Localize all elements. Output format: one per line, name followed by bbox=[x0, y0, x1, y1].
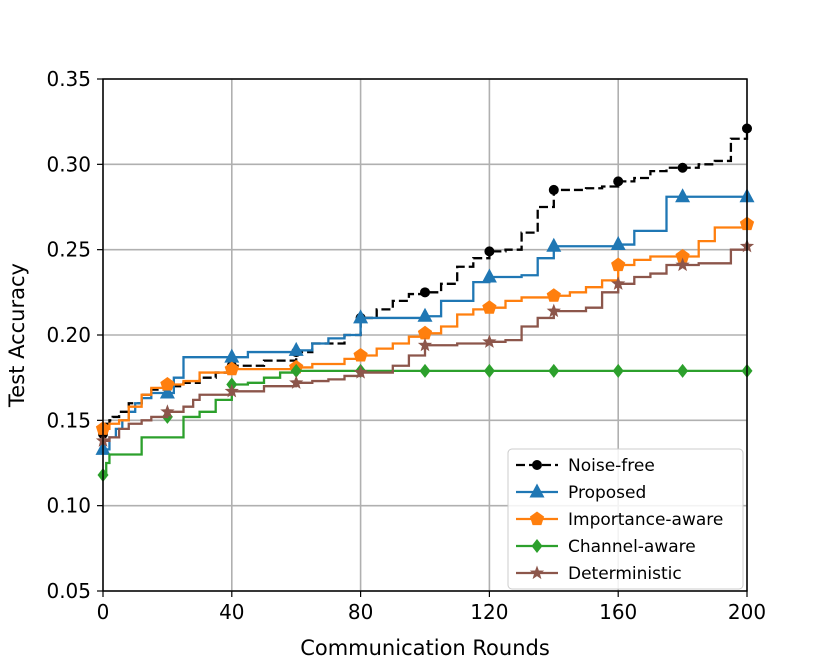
y-tick-label: 0.30 bbox=[46, 152, 91, 176]
legend-item-proposed: Proposed bbox=[516, 483, 646, 503]
data-point-importance-aware bbox=[353, 347, 368, 362]
data-point-noise-free bbox=[677, 162, 688, 173]
data-point-importance-aware bbox=[482, 300, 497, 314]
series-line-noise-free bbox=[103, 128, 749, 436]
x-axis-label: Communication Rounds bbox=[300, 636, 550, 660]
legend-marker-noise-free bbox=[532, 460, 542, 470]
legend-label-proposed: Proposed bbox=[568, 483, 646, 503]
legend-item-importance-aware: Importance-aware bbox=[516, 510, 723, 530]
data-point-noise-free bbox=[548, 184, 559, 195]
x-tick-label: 120 bbox=[470, 600, 508, 624]
x-tick-label: 80 bbox=[348, 600, 373, 624]
legend-box bbox=[507, 448, 744, 590]
data-point-deterministic bbox=[482, 334, 497, 348]
legend-item-noise-free: Noise-free bbox=[516, 456, 655, 476]
series-proposed bbox=[95, 188, 755, 455]
series-noise-free bbox=[98, 123, 752, 439]
data-point-proposed bbox=[224, 348, 240, 363]
axis-ticks: 0 40 80 120 160 200 0.05 0.10 0.15 0.20 0.25 0.30 0.… bbox=[46, 67, 766, 624]
data-point-importance-aware bbox=[417, 325, 433, 340]
y-tick-label: 0.10 bbox=[46, 494, 91, 518]
data-point-deterministic bbox=[353, 365, 368, 379]
data-point-proposed bbox=[610, 236, 626, 251]
legend-label-channel-aware: Channel-aware bbox=[568, 537, 696, 557]
y-axis-label: Test Accuracy bbox=[5, 263, 29, 408]
legend-label-deterministic: Deterministic bbox=[568, 564, 682, 584]
y-tick-label: 0.15 bbox=[46, 408, 91, 432]
data-point-noise-free bbox=[420, 287, 430, 298]
y-tick-label: 0.25 bbox=[46, 238, 91, 262]
legend: Noise-free Proposed Importance-aware Channe… bbox=[507, 448, 744, 590]
x-tick-label: 40 bbox=[219, 600, 244, 624]
x-tick-label: 200 bbox=[728, 600, 766, 624]
data-point-proposed bbox=[159, 384, 175, 399]
y-tick-label: 0.35 bbox=[46, 67, 91, 91]
data-point-importance-aware bbox=[675, 248, 690, 263]
x-tick-label: 160 bbox=[599, 600, 637, 624]
data-point-noise-free bbox=[613, 176, 624, 187]
data-point-channel-aware bbox=[612, 363, 624, 378]
data-point-channel-aware bbox=[548, 363, 560, 378]
y-tick-label: 0.05 bbox=[46, 579, 91, 603]
data-point-channel-aware bbox=[677, 363, 689, 378]
series-layer bbox=[95, 123, 755, 482]
data-point-proposed bbox=[675, 188, 691, 203]
legend-marker-deterministic bbox=[529, 565, 545, 580]
data-point-channel-aware bbox=[419, 363, 431, 378]
data-point-deterministic bbox=[160, 404, 175, 418]
data-point-proposed bbox=[546, 237, 562, 252]
data-point-deterministic bbox=[289, 375, 304, 389]
data-point-channel-aware bbox=[483, 363, 495, 378]
legend-label-noise-free: Noise-free bbox=[568, 456, 655, 476]
x-tick-label: 0 bbox=[97, 600, 110, 624]
legend-item-deterministic: Deterministic bbox=[516, 564, 682, 584]
legend-marker-proposed bbox=[529, 483, 545, 498]
legend-label-importance-aware: Importance-aware bbox=[568, 510, 723, 530]
series-deterministic bbox=[95, 238, 755, 447]
data-point-proposed bbox=[417, 307, 433, 322]
data-point-importance-aware bbox=[224, 361, 239, 376]
data-point-deterministic bbox=[546, 303, 561, 318]
series-line-proposed bbox=[103, 195, 747, 451]
data-point-channel-aware bbox=[290, 363, 302, 378]
y-tick-label: 0.20 bbox=[46, 323, 91, 347]
data-point-importance-aware bbox=[160, 376, 175, 391]
data-point-importance-aware bbox=[546, 288, 561, 302]
legend-marker-channel-aware bbox=[531, 539, 543, 553]
legend-item-channel-aware: Channel-aware bbox=[516, 537, 696, 557]
data-point-noise-free bbox=[484, 246, 495, 257]
data-point-proposed bbox=[288, 341, 304, 356]
data-point-proposed bbox=[353, 309, 369, 324]
data-point-deterministic bbox=[611, 276, 626, 290]
data-point-deterministic bbox=[224, 383, 239, 398]
series-line-channel-aware bbox=[103, 369, 747, 477]
data-point-deterministic bbox=[417, 337, 433, 352]
data-point-importance-aware bbox=[611, 257, 626, 272]
data-point-deterministic bbox=[675, 257, 690, 272]
data-point-proposed bbox=[481, 268, 497, 283]
legend-marker-importance-aware bbox=[529, 511, 545, 526]
